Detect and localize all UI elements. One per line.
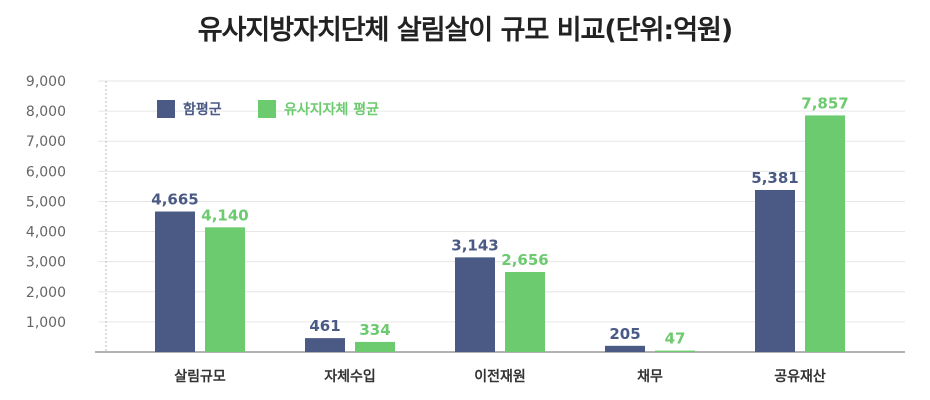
legend-swatch xyxy=(157,100,175,118)
y-tick-label: 2,000 xyxy=(26,285,66,301)
bar xyxy=(155,211,195,352)
value-label: 5,381 xyxy=(751,169,798,187)
x-tick-label: 살림규모 xyxy=(174,368,226,385)
value-label: 205 xyxy=(609,325,640,343)
value-label: 334 xyxy=(359,321,390,339)
bar xyxy=(655,350,695,352)
y-tick-label: 8,000 xyxy=(26,104,66,120)
legend-label: 함평군 xyxy=(183,101,222,118)
y-tick-label: 6,000 xyxy=(26,164,66,180)
value-label: 4,140 xyxy=(201,206,248,224)
x-tick-label: 이전재원 xyxy=(474,368,526,385)
bar xyxy=(755,189,795,352)
chart-title: 유사지방자치단체 살림살이 규모 비교(단위:억원) xyxy=(197,15,733,46)
value-label: 3,143 xyxy=(451,236,498,254)
y-tick-label: 5,000 xyxy=(26,194,66,210)
bar xyxy=(455,257,495,352)
y-tick-label: 1,000 xyxy=(26,315,66,331)
x-tick-label: 공유재산 xyxy=(774,368,826,385)
value-label: 47 xyxy=(665,330,686,348)
legend-label: 유사지자체 평균 xyxy=(284,101,379,118)
value-label: 4,665 xyxy=(151,191,198,209)
bar xyxy=(505,272,545,352)
x-tick-label: 채무 xyxy=(637,369,663,385)
bar xyxy=(205,227,245,352)
value-label: 7,857 xyxy=(801,94,848,112)
y-tick-label: 3,000 xyxy=(26,255,66,271)
bar xyxy=(605,345,645,352)
value-label: 461 xyxy=(309,317,340,335)
y-tick-label: 9,000 xyxy=(26,74,66,90)
y-tick-label: 7,000 xyxy=(26,134,66,150)
bar xyxy=(355,341,395,352)
value-label: 2,656 xyxy=(501,251,548,269)
bar xyxy=(305,338,345,352)
bar xyxy=(805,115,845,353)
x-tick-label: 자체수입 xyxy=(324,369,376,385)
y-tick-label: 4,000 xyxy=(26,225,66,241)
legend-swatch xyxy=(258,100,276,118)
